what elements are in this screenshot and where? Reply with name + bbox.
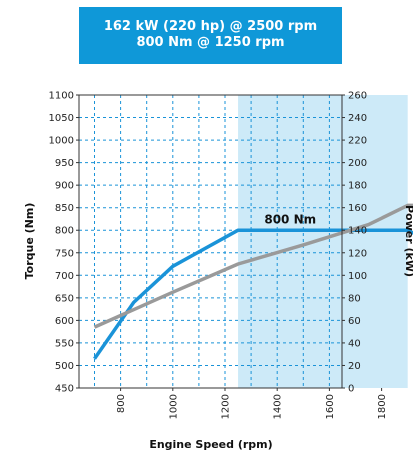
y-tick-label-left: 550 (55, 338, 74, 349)
y-tick-label-left: 500 (55, 361, 74, 372)
x-tick-label: 1600 (325, 394, 336, 419)
spec-banner: 162 kW (220 hp) @ 2500 rpm 800 Nm @ 1250… (79, 7, 342, 64)
y-tick-label-left: 450 (55, 384, 74, 395)
y-tick-label-left: 750 (55, 248, 74, 259)
torque-spec: 800 Nm @ 1250 rpm (136, 35, 285, 50)
y-tick-label-left: 1100 (49, 91, 74, 102)
y-tick-label-left: 950 (55, 158, 74, 169)
y-tick-label-right: 240 (348, 113, 367, 124)
y-tick-label-left: 850 (55, 203, 74, 214)
x-tick-label: 1400 (273, 394, 284, 419)
y-tick-label-right: 60 (348, 316, 361, 327)
y-tick-label-left: 1000 (49, 136, 74, 147)
y-tick-label-left: 800 (55, 226, 74, 237)
plot-frame (78, 94, 343, 389)
y-tick-label-right: 200 (348, 158, 367, 169)
x-tick-label: 1200 (221, 394, 232, 419)
y-tick-label-right: 100 (348, 271, 367, 282)
y-tick-label-right: 0 (348, 384, 354, 395)
y-axis-left-title: Torque (Nm) (23, 203, 36, 280)
power-curve (93, 203, 413, 329)
y-tick-label-right: 40 (348, 338, 361, 349)
y-tick-label-right: 80 (348, 293, 361, 304)
x-tick-label: 1000 (168, 394, 179, 419)
y-tick-label-right: 140 (348, 226, 367, 237)
x-tick-label: 800 (116, 394, 127, 413)
y-tick-label-left: 650 (55, 293, 74, 304)
y-tick-label-right: 160 (348, 203, 367, 214)
y-tick-label-left: 600 (55, 316, 74, 327)
y-tick-label-right: 180 (348, 181, 367, 192)
highlight-band (238, 95, 408, 388)
y-tick-label-right: 220 (348, 136, 367, 147)
power-spec: 162 kW (220 hp) @ 2500 rpm (103, 19, 318, 34)
y-tick-label-right: 20 (348, 361, 361, 372)
y-tick-label-left: 900 (55, 181, 74, 192)
x-tick-label: 1800 (377, 394, 388, 419)
y-tick-label-left: 700 (55, 271, 74, 282)
y-tick-label-left: 1050 (49, 113, 74, 124)
y-tick-label-right: 120 (348, 248, 367, 259)
x-axis-title: Engine Speed (rpm) (149, 438, 272, 451)
y-axis-right-title: Power (kW) (403, 205, 413, 277)
y-tick-label-right: 260 (348, 91, 367, 102)
torque-peak-label: 800 Nm (264, 212, 316, 226)
